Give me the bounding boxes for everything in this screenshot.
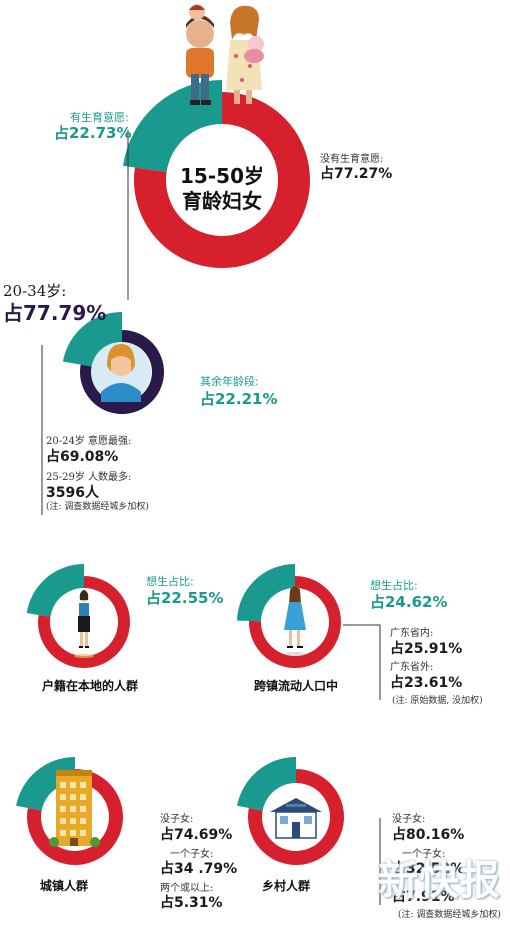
- urban-one-child-label: 一个子女:: [170, 849, 214, 860]
- local-want-label: 想生占比:: [146, 575, 194, 588]
- family-illustration: [186, 4, 264, 105]
- age-25-29-label: 25-29岁 人数最多:: [46, 472, 132, 483]
- other-age-value: 占22.21%: [200, 390, 278, 408]
- age-20-34-label: 20-34岁:: [3, 282, 67, 300]
- age-20-34-value: 占77.79%: [3, 301, 107, 325]
- gd-outside-label: 广东省外:: [390, 662, 434, 673]
- local-donut-teal-slice: [26, 564, 84, 617]
- age-20-24-value: 占69.08%: [46, 449, 119, 465]
- age-donut-teal-slice: [62, 312, 122, 367]
- migrant-donut-teal-slice: [237, 564, 295, 622]
- migrant-caption: 跨镇流动人口中: [254, 679, 339, 693]
- urban-no-child-label: 没子女:: [160, 814, 194, 825]
- woman-icon-local: [74, 590, 94, 658]
- raw-data-note: (注: 原始数据, 没加权): [392, 696, 483, 706]
- local-caption: 户籍在本地的人群: [42, 679, 139, 693]
- rural-one-child-label: 一个子女:: [402, 849, 446, 860]
- urban-no-child-value: 占74.69%: [160, 827, 233, 843]
- local-want-value: 占22.55%: [146, 589, 224, 607]
- house-icon: [270, 798, 322, 839]
- rural-donut-teal-slice: [237, 757, 296, 811]
- unwilling-label: 没有生育意愿:: [320, 154, 384, 165]
- urban-caption: 城镇人群: [40, 879, 89, 893]
- urban-one-child-value: 占34 .79%: [160, 861, 238, 877]
- rural-caption: 乡村人群: [262, 879, 311, 893]
- fertility-donut-main-slice: [134, 92, 310, 268]
- migrant-want-value: 占24.62%: [370, 593, 448, 611]
- willing-label: 有生育意愿:: [70, 111, 129, 124]
- connector-line: [343, 624, 381, 700]
- rural-weighted-note: (注: 调查数据经城乡加权): [398, 910, 501, 920]
- center-label-women: 育龄妇女: [182, 189, 262, 213]
- age-20-24-label: 20-24岁 意愿最强:: [46, 436, 132, 447]
- center-label-age: 15-50岁: [180, 164, 264, 188]
- gd-inside-label: 广东省内:: [390, 628, 434, 639]
- building-icon: [49, 770, 100, 847]
- woman-avatar: [91, 342, 151, 402]
- connector-lines: [41, 130, 381, 905]
- rural-two-plus-value: 占7.91%: [392, 889, 455, 905]
- rural-one-child-value: 占32.52%: [392, 861, 465, 877]
- migrant-want-label: 想生占比:: [370, 579, 418, 592]
- urban-two-plus-label: 两个或以上:: [160, 883, 214, 894]
- rural-no-child-value: 占80.16%: [392, 827, 465, 843]
- age-25-29-value: 3596人: [46, 485, 99, 501]
- woman-icon-migrant: [284, 586, 306, 656]
- other-age-label: 其余年龄段:: [200, 375, 259, 388]
- rural-no-child-label: 没子女:: [392, 814, 426, 825]
- gd-inside-value: 占25.91%: [390, 641, 463, 657]
- urban-two-plus-value: 占5.31%: [160, 895, 223, 911]
- willing-value: 占22.73%: [54, 124, 132, 142]
- weighted-note: (注: 调查数据经城乡加权): [46, 502, 149, 512]
- unwilling-value: 占77.27%: [320, 166, 393, 182]
- gd-outside-value: 占23.61%: [390, 675, 463, 691]
- watermark-logo: 新快报: [378, 858, 501, 904]
